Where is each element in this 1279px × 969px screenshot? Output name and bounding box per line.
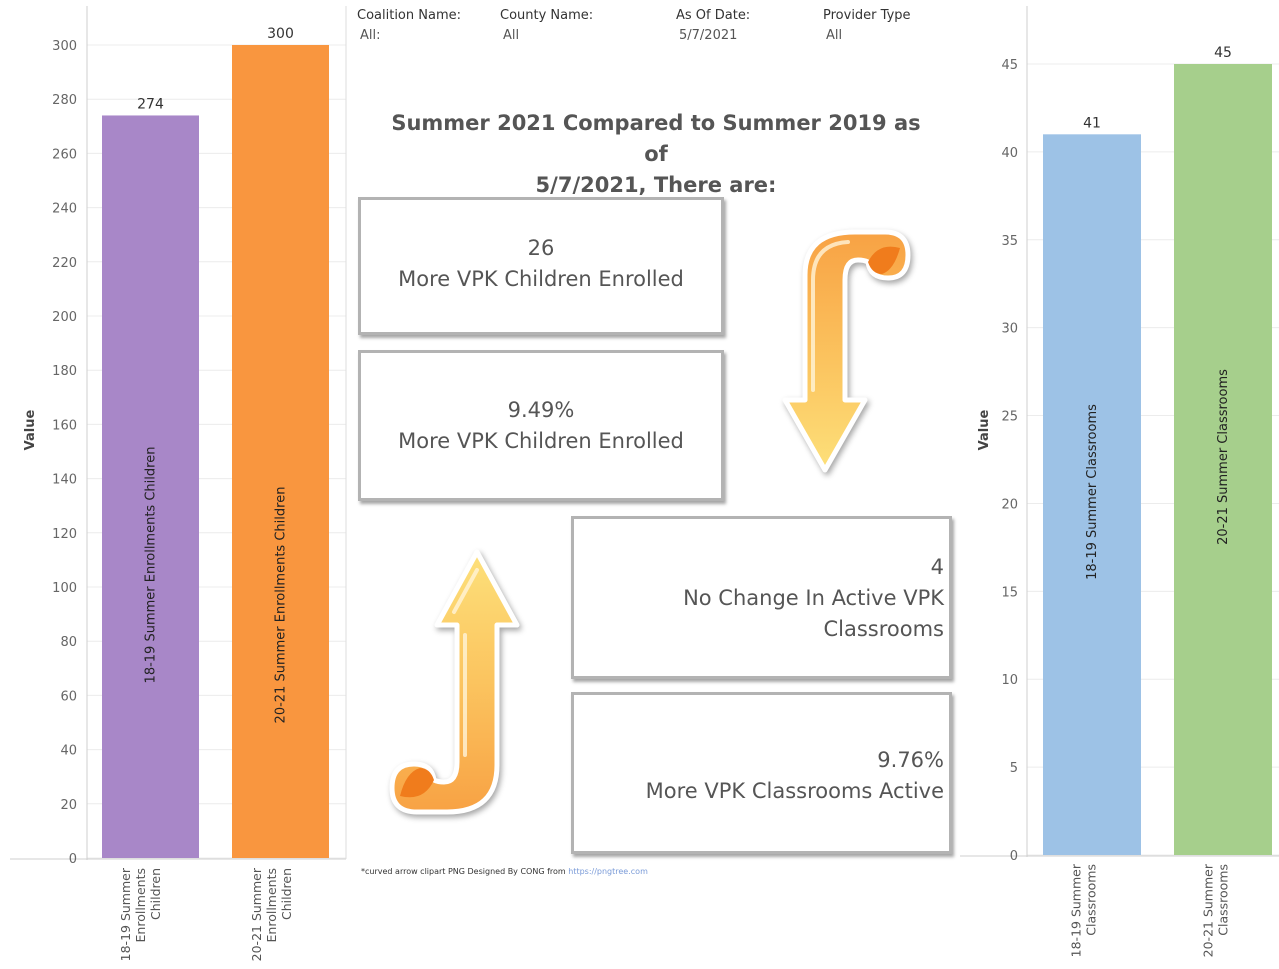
stat-box-children-count: 26 More VPK Children Enrolled bbox=[358, 197, 724, 335]
stat-box-classrooms-count: 4 No Change In Active VPK Classrooms bbox=[571, 516, 952, 679]
filter-label: Provider Type bbox=[823, 8, 911, 23]
stat-value: 26 bbox=[527, 236, 555, 260]
summary-headline: Summer 2021 Compared to Summer 2019 as o… bbox=[380, 108, 932, 201]
y-tick-label: 80 bbox=[60, 635, 77, 650]
y-tick-label: 45 bbox=[1001, 58, 1018, 73]
y-tick-label: 30 bbox=[1001, 322, 1018, 337]
filter-value: All bbox=[826, 28, 843, 43]
x-tick-label-line: Enrollments bbox=[133, 868, 148, 942]
stat-value: 4 bbox=[930, 555, 944, 579]
y-tick-label: 10 bbox=[1001, 673, 1018, 688]
stat-label: More VPK Children Enrolled bbox=[398, 267, 684, 291]
y-tick-label: 220 bbox=[52, 256, 77, 271]
y-tick-label: 5 bbox=[1010, 761, 1018, 776]
x-tick-label: 20-21 Summer Classrooms bbox=[1201, 863, 1231, 957]
y-tick-label: 20 bbox=[60, 798, 77, 813]
y-tick-label: 20 bbox=[1001, 497, 1018, 512]
clipart-credit: *curved arrow clipart PNG Designed By CO… bbox=[361, 867, 648, 876]
headline-line-2: 5/7/2021, There are: bbox=[535, 173, 777, 197]
x-tick-label-line: Classrooms bbox=[1084, 864, 1099, 936]
curved-arrow-down-icon bbox=[782, 229, 911, 473]
filter-provider-type[interactable]: Provider Type All bbox=[823, 6, 911, 46]
bar bbox=[1174, 64, 1272, 855]
bar-inner-label: 20-21 Summer Enrollments Children bbox=[274, 487, 289, 724]
filter-bar: Coalition Name: All: County Name: All As… bbox=[357, 6, 957, 46]
bar bbox=[1043, 134, 1141, 856]
filter-value: All bbox=[503, 28, 520, 43]
bar bbox=[232, 45, 329, 858]
x-tick-label-line: 20-21 Summer bbox=[249, 867, 264, 961]
filter-label: County Name: bbox=[500, 8, 594, 23]
x-tick-label-line: Children bbox=[148, 868, 163, 920]
bar-inner-label: 20-21 Summer Classrooms bbox=[1216, 369, 1231, 545]
y-tick-label: 100 bbox=[52, 581, 77, 596]
y-axis-title: Value bbox=[977, 409, 992, 450]
stat-box-classrooms-percent: 9.76% More VPK Classrooms Active bbox=[571, 692, 952, 854]
x-tick-label: 18-19 Summer Enrollments Children bbox=[118, 867, 163, 961]
bar-inner-label: 18-19 Summer Classrooms bbox=[1085, 404, 1100, 580]
y-tick-label: 280 bbox=[52, 93, 77, 108]
y-tick-label: 60 bbox=[60, 689, 77, 704]
bar-value-label: 41 bbox=[1083, 115, 1101, 131]
filter-county[interactable]: County Name: All bbox=[500, 6, 593, 46]
y-tick-label: 0 bbox=[69, 852, 77, 867]
bar-value-label: 300 bbox=[267, 26, 294, 42]
y-tick-label: 40 bbox=[1001, 146, 1018, 161]
x-tick-label-line: Children bbox=[279, 868, 294, 920]
x-tick-label-line: 20-21 Summer bbox=[1201, 863, 1216, 957]
y-tick-label: 35 bbox=[1001, 234, 1018, 249]
headline-line-1: Summer 2021 Compared to Summer 2019 as o… bbox=[391, 111, 921, 166]
bar-value-label: 274 bbox=[137, 96, 164, 112]
bar-inner-label: 18-19 Summer Enrollments Children bbox=[144, 447, 159, 684]
y-tick-label: 0 bbox=[1010, 849, 1018, 864]
stat-value: 9.76% bbox=[877, 748, 944, 772]
filter-label: As Of Date: bbox=[676, 8, 751, 23]
y-tick-label: 260 bbox=[52, 147, 77, 162]
x-tick-label-line: 18-19 Summer bbox=[118, 867, 133, 961]
filter-value: All: bbox=[360, 28, 381, 43]
y-tick-label: 120 bbox=[52, 527, 77, 542]
curved-arrow-up-icon bbox=[389, 549, 520, 815]
y-tick-label: 15 bbox=[1001, 585, 1018, 600]
y-tick-label: 25 bbox=[1001, 410, 1018, 425]
filter-as-of-date[interactable]: As Of Date: 5/7/2021 bbox=[676, 6, 750, 46]
stat-label: Classrooms bbox=[823, 617, 944, 641]
y-tick-label: 160 bbox=[52, 418, 77, 433]
bar-value-label: 45 bbox=[1214, 45, 1232, 61]
x-tick-label: 18-19 Summer Classrooms bbox=[1069, 863, 1099, 957]
y-tick-label: 240 bbox=[52, 202, 77, 217]
filter-coalition[interactable]: Coalition Name: All: bbox=[357, 6, 461, 46]
y-tick-label: 180 bbox=[52, 364, 77, 379]
stat-label: More VPK Classrooms Active bbox=[645, 779, 944, 803]
y-axis-title: Value bbox=[23, 409, 38, 450]
y-tick-label: 200 bbox=[52, 310, 77, 325]
stat-label: More VPK Children Enrolled bbox=[398, 429, 684, 453]
bar bbox=[102, 115, 199, 858]
x-tick-label-line: Enrollments bbox=[264, 868, 279, 942]
filter-label: Coalition Name: bbox=[357, 8, 461, 23]
x-tick-label-line: Classrooms bbox=[1216, 864, 1231, 936]
classrooms-chart: 0 5 10 15 20 25 30 35 40 45 Value 41 18-19 Summer Cl… bbox=[960, 6, 1279, 957]
stat-box-children-percent: 9.49% More VPK Children Enrolled bbox=[358, 350, 724, 501]
y-tick-label: 40 bbox=[60, 744, 77, 759]
children-enrollment-chart: 0 20 40 60 80 100 120 140 160 180 200 220 240 260 280 3… bbox=[10, 6, 347, 961]
credit-link[interactable]: https://pngtree.com bbox=[568, 867, 648, 876]
filter-value: 5/7/2021 bbox=[679, 28, 738, 43]
y-tick-label: 140 bbox=[52, 473, 77, 488]
y-tick-label: 300 bbox=[52, 39, 77, 54]
stat-value: 9.49% bbox=[507, 398, 575, 422]
credit-text: *curved arrow clipart PNG Designed By CO… bbox=[361, 867, 569, 876]
x-tick-label: 20-21 Summer Enrollments Children bbox=[249, 867, 294, 961]
x-tick-label-line: 18-19 Summer bbox=[1069, 863, 1084, 957]
stat-label: No Change In Active VPK bbox=[683, 586, 944, 610]
